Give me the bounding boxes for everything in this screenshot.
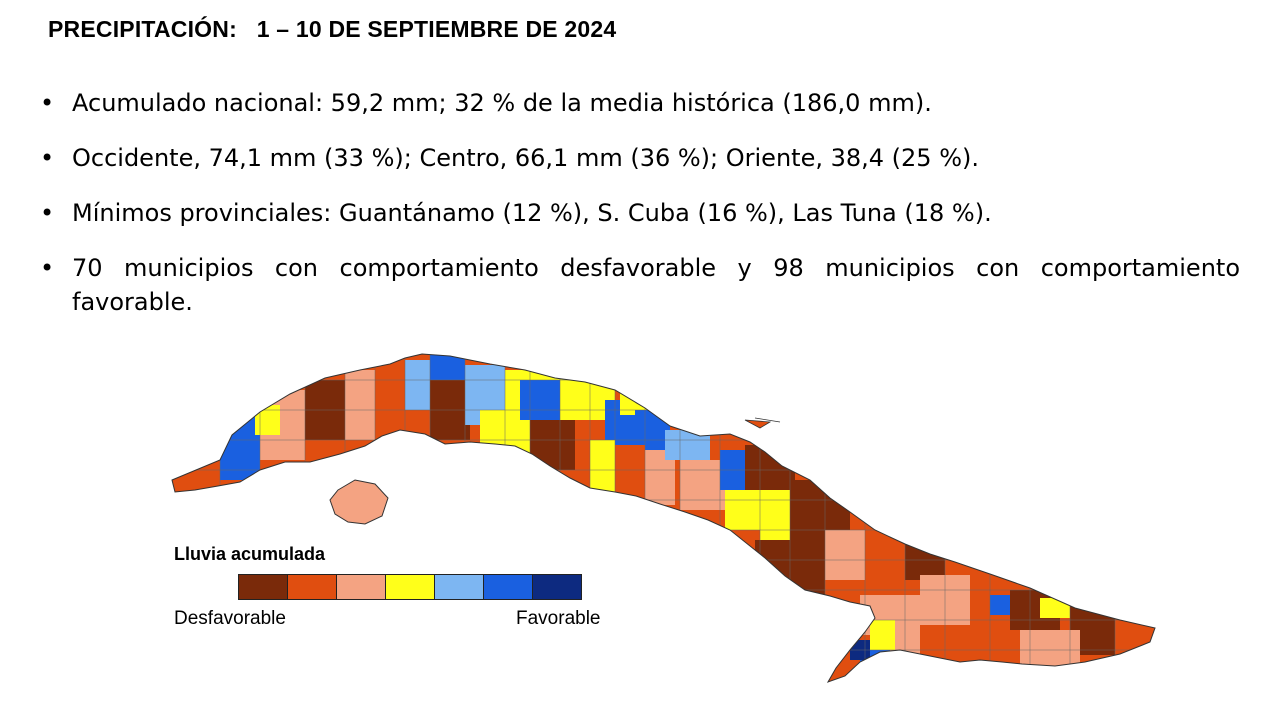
page-title: PRECIPITACIÓN: 1 – 10 DE SEPTIEMBRE DE 2…: [48, 16, 617, 42]
municipality-fills: [172, 354, 1155, 682]
bullet-text: Mínimos provinciales: Guantánamo (12 %),…: [72, 199, 992, 227]
northern-keys: [744, 417, 781, 429]
legend-color-scale: [238, 574, 582, 600]
bullet-marker: •: [40, 254, 55, 282]
cuba-rainfall-map: [171, 353, 1156, 683]
bullet-text: Occidente, 74,1 mm (33 %); Centro, 66,1 …: [72, 144, 979, 172]
isla-de-la-juventud: [329, 479, 389, 525]
bullet-national: • Acumulado nacional: 59,2 mm; 32 % de la…: [40, 86, 1240, 120]
legend-swatch-7: [533, 575, 581, 599]
bullet-text: Acumulado nacional: 59,2 mm; 32 % de la …: [72, 89, 932, 117]
legend-swatch-5: [435, 575, 484, 599]
bullet-marker: •: [40, 89, 55, 117]
bullet-marker: •: [40, 199, 55, 227]
bullet-municipalities: • 70 municipios con comportamiento desfav…: [40, 251, 1240, 319]
legend-low-label: Desfavorable: [174, 608, 286, 629]
bullet-minimums: • Mínimos provinciales: Guantánamo (12 %)…: [40, 196, 1240, 230]
legend-swatch-4: [386, 575, 435, 599]
legend-swatch-6: [484, 575, 533, 599]
legend-swatch-2: [288, 575, 337, 599]
bullet-regions: • Occidente, 74,1 mm (33 %); Centro, 66,1…: [40, 141, 1240, 175]
legend-swatch-3: [337, 575, 386, 599]
bullet-text: 70 municipios con comportamiento desfavo…: [72, 254, 1240, 316]
bullet-marker: •: [40, 144, 55, 172]
cuba-outline: [171, 353, 1156, 683]
legend-swatch-1: [239, 575, 288, 599]
summary-list: • Acumulado nacional: 59,2 mm; 32 % de la…: [40, 86, 1240, 340]
legend-title: Lluvia acumulada: [174, 544, 326, 564]
legend-high-label: Favorable: [516, 608, 601, 629]
